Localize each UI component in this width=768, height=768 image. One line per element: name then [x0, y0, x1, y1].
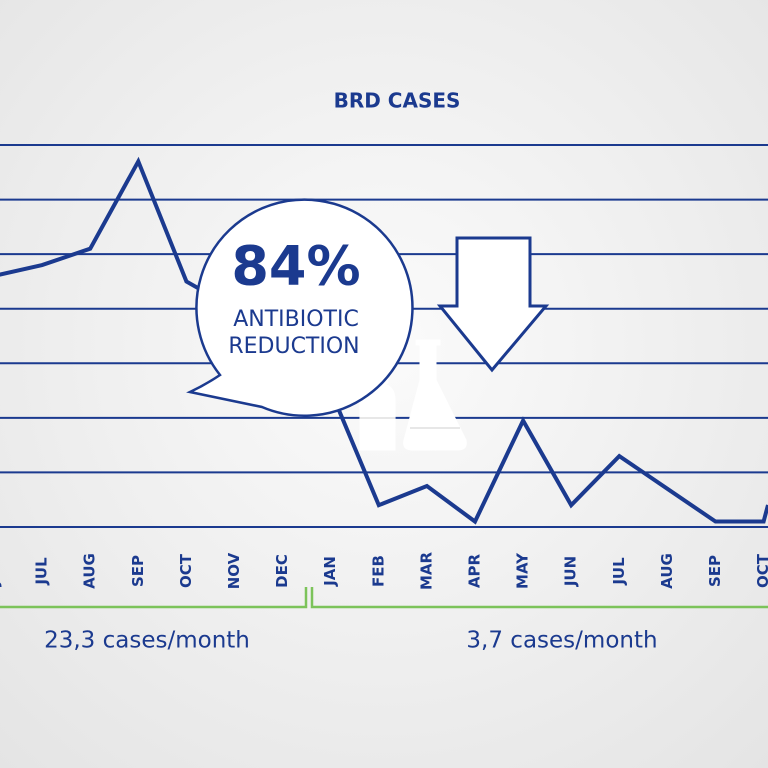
x-tick-label: AUG [658, 553, 676, 589]
x-tick-label: SEP [129, 555, 147, 587]
x-tick-label: JUL [33, 557, 51, 586]
x-tick-label: JUL [610, 557, 628, 586]
data-line [0, 156, 768, 525]
x-tick-label: OCT [754, 553, 768, 588]
x-tick-label: MAR [417, 552, 435, 591]
x-tick-label: JAN [321, 556, 339, 587]
period-brackets [0, 587, 768, 609]
x-tick-label: DEC [273, 554, 291, 588]
x-tick-label: JUN [562, 556, 580, 587]
x-tick-label: MAY [514, 552, 532, 589]
x-tick-label: AUG [81, 553, 99, 589]
callout-value: 84% [231, 235, 360, 298]
down-arrow [436, 236, 550, 373]
plot: JUN JUL AUG SEP OCT NOV DEC JAN FEB MAR APR MAY JUN J… [0, 156, 768, 591]
callout-bubble: 84% ANTIBIOTIC REDUCTION [186, 198, 414, 417]
x-tick-label: SEP [706, 555, 724, 587]
x-tick-label: NOV [225, 552, 243, 589]
x-tick-label: JUN [0, 556, 3, 587]
x-tick-label: OCT [177, 553, 195, 588]
callout-line: REDUCTION [228, 334, 359, 359]
callout-line: ANTIBIOTIC [233, 307, 359, 332]
bottle-outline [360, 417, 460, 429]
x-tick-label: FEB [369, 555, 387, 587]
bottle-icons [359, 339, 467, 451]
period-label: 3,7 cases/month [466, 628, 657, 654]
chart-title: BRD CASES [334, 89, 461, 113]
x-tick-label: APR [466, 553, 484, 588]
period-label: 23,3 cases/month [44, 628, 250, 654]
